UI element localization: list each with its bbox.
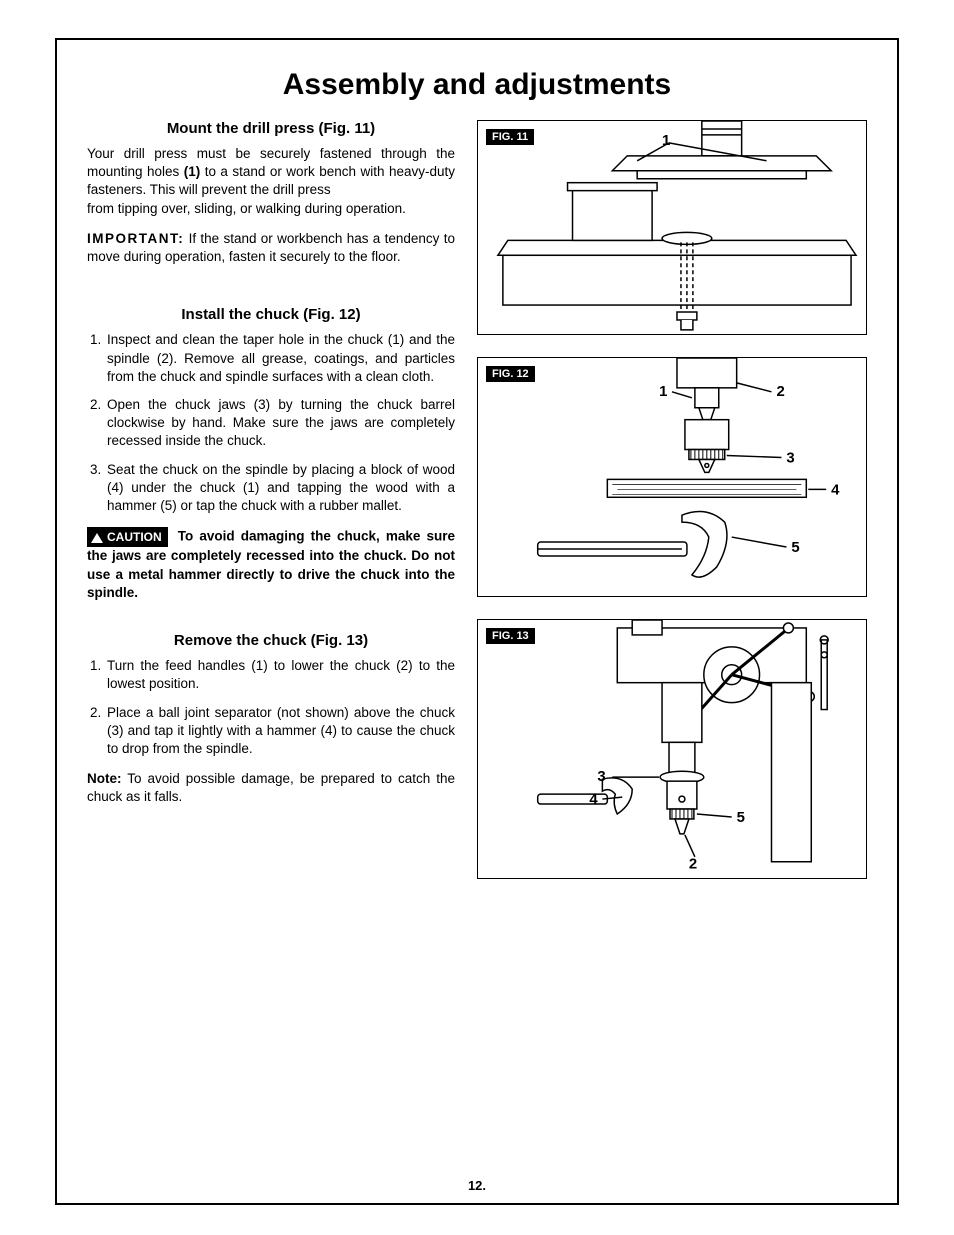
svg-text:4: 4 xyxy=(831,481,840,498)
left-column: Mount the drill press (Fig. 11) Your dri… xyxy=(87,120,455,901)
section-heading-mount: Mount the drill press (Fig. 11) xyxy=(87,120,455,137)
warning-triangle-icon xyxy=(91,533,103,543)
figure-12-label: FIG. 12 xyxy=(486,366,535,382)
install-steps: Inspect and clean the taper hole in the … xyxy=(87,331,455,515)
figure-13-label: FIG. 13 xyxy=(486,628,535,644)
svg-text:2: 2 xyxy=(776,383,784,400)
figure-11: FIG. 11 xyxy=(477,120,867,335)
section-heading-install: Install the chuck (Fig. 12) xyxy=(87,306,455,323)
install-step-1: Inspect and clean the taper hole in the … xyxy=(105,331,455,386)
svg-text:5: 5 xyxy=(737,809,745,826)
page-number: 12. xyxy=(57,1178,897,1193)
remove-note: Note: To avoid possible damage, be prepa… xyxy=(87,770,455,806)
svg-text:3: 3 xyxy=(786,449,794,466)
svg-text:2: 2 xyxy=(689,856,697,873)
remove-step-2: Place a ball joint separator (not shown)… xyxy=(105,704,455,759)
figure-11-illustration: 1 xyxy=(478,121,866,335)
section-heading-remove: Remove the chuck (Fig. 13) xyxy=(87,632,455,649)
figure-12: FIG. 12 xyxy=(477,357,867,597)
figure-13: FIG. 13 xyxy=(477,619,867,879)
mount-important: IMPORTANT: If the stand or workbench has… xyxy=(87,230,455,266)
svg-text:5: 5 xyxy=(791,539,799,556)
svg-text:3: 3 xyxy=(597,768,605,785)
two-column-layout: Mount the drill press (Fig. 11) Your dri… xyxy=(87,120,867,901)
figure-13-illustration: 3 4 5 2 xyxy=(478,620,866,879)
mount-paragraph-1: Your drill press must be securely fasten… xyxy=(87,145,455,218)
page-frame: Assembly and adjustments Mount the drill… xyxy=(55,38,899,1205)
install-caution: CAUTION To avoid damaging the chuck, mak… xyxy=(87,527,455,602)
remove-steps: Turn the feed handles (1) to lower the c… xyxy=(87,657,455,758)
install-step-2: Open the chuck jaws (3) by turning the c… xyxy=(105,396,455,451)
page-title: Assembly and adjustments xyxy=(87,68,867,102)
install-step-3: Seat the chuck on the spindle by placing… xyxy=(105,461,455,516)
right-column: FIG. 11 xyxy=(477,120,867,901)
svg-text:4: 4 xyxy=(589,791,598,808)
remove-step-1: Turn the feed handles (1) to lower the c… xyxy=(105,657,455,693)
svg-text:1: 1 xyxy=(659,383,667,400)
caution-badge: CAUTION xyxy=(87,527,168,547)
svg-text:1: 1 xyxy=(662,132,670,149)
figure-12-illustration: 1 2 3 4 5 xyxy=(478,358,866,597)
figure-11-label: FIG. 11 xyxy=(486,129,534,145)
